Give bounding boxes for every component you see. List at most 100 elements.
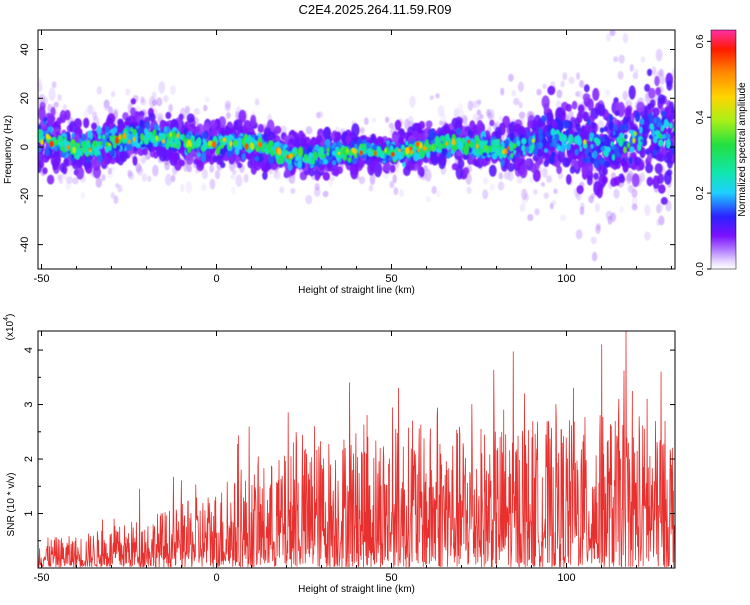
spectrogram-cell: [629, 120, 634, 127]
spectrogram-cell: [253, 159, 262, 171]
spectrogram-cell: [613, 188, 620, 199]
spectrogram-cell: [38, 129, 42, 136]
spectrogram-cell: [435, 93, 440, 99]
spectrogram-cell: [305, 126, 313, 135]
spectrogram-cell: [326, 146, 330, 153]
spectrogram-cell: [112, 126, 118, 134]
spectrogram-cell: [103, 99, 110, 111]
spectrogram-cell: [555, 100, 563, 110]
spectrogram-cell: [72, 177, 79, 185]
spectrogram-cell: [640, 56, 646, 63]
spectrogram-cell: [200, 151, 207, 163]
spectrogram-cell: [135, 163, 142, 173]
spectrogram-cell: [609, 30, 616, 37]
spectrogram-cell: [494, 150, 499, 155]
spectrogram-cell: [403, 165, 411, 177]
spectrogram-cell: [608, 114, 614, 122]
spectrogram-y-tick-label: 20: [19, 92, 31, 104]
spectrogram-cell: [224, 100, 231, 109]
spectrogram-cell: [49, 140, 54, 148]
spectrogram-cell: [565, 129, 570, 137]
spectrogram-cell: [639, 126, 643, 134]
spectrogram-y-label: Frequency (Hz): [3, 115, 14, 184]
spectrogram-layer-4: [40, 126, 675, 160]
spectrogram-cell: [97, 134, 102, 140]
spectrogram-cell: [125, 143, 133, 151]
spectrogram-cell: [530, 162, 537, 173]
spectrogram-cell: [560, 144, 565, 153]
spectrogram-cell: [671, 156, 675, 163]
spectrogram-cell: [644, 204, 651, 217]
spectrogram-cell: [512, 143, 517, 149]
spectrogram-cell: [626, 142, 631, 149]
spectrogram-cell: [38, 106, 46, 121]
spectrogram-cell: [567, 121, 573, 131]
spectrogram-cell: [367, 148, 372, 157]
spectrogram-cell: [231, 186, 236, 196]
spectrogram-cell: [466, 186, 472, 194]
spectrogram-cell: [345, 135, 352, 144]
spectrogram-cell: [40, 139, 44, 146]
spectrogram-cell: [623, 146, 627, 154]
spectrogram-cell: [323, 126, 332, 140]
spectrogram-cell: [543, 148, 549, 154]
spectrogram-cell: [515, 135, 520, 142]
spectrogram-cell: [540, 115, 547, 123]
spectrogram-cell: [503, 170, 511, 180]
spectrogram-cell: [463, 153, 469, 160]
spectrogram-cell: [653, 117, 657, 124]
spectrogram-cell: [270, 149, 274, 157]
colorbar-tick-label: 0.4: [695, 110, 706, 124]
spectrogram-cell: [314, 182, 320, 191]
spectrogram-cell: [626, 173, 633, 183]
spectrogram-cell: [139, 140, 144, 145]
spectrogram-cell: [46, 174, 55, 185]
spectrogram-cell: [549, 155, 555, 164]
spectrogram-cell: [580, 125, 587, 135]
spectrogram-cell: [257, 123, 264, 133]
spectrogram-cell: [613, 56, 619, 63]
spectrogram-cell: [286, 154, 290, 160]
spectrogram-cell: [250, 143, 255, 150]
spectrogram-cell: [482, 189, 489, 200]
spectrogram-cell: [196, 152, 201, 158]
spectrogram-cell: [601, 166, 608, 176]
spectrogram-cell: [595, 138, 601, 147]
spectrogram-cell: [611, 153, 616, 161]
spectrogram-cell: [265, 149, 270, 155]
spectrogram-cell: [638, 162, 645, 170]
spectrogram-cell: [478, 140, 484, 150]
spectrogram-cell: [152, 129, 157, 136]
spectrogram-cell: [108, 142, 111, 147]
spectrogram-cell: [350, 140, 356, 147]
spectrogram-cell: [598, 174, 607, 188]
spectrogram-cell: [552, 137, 557, 148]
spectrogram-cell: [467, 129, 472, 137]
spectrogram-cell: [392, 174, 397, 184]
spectrogram-cell: [193, 158, 199, 165]
spectrogram-cell: [322, 190, 329, 198]
spectrogram-cell: [649, 99, 656, 108]
spectrogram-cell: [212, 156, 218, 163]
spectrogram-cell: [402, 161, 406, 168]
spectrogram-cell: [585, 131, 590, 139]
spectrogram-cell: [418, 121, 425, 130]
spectrogram-cell: [260, 162, 269, 173]
spectrogram-cell: [551, 199, 557, 206]
spectrogram-cell: [202, 140, 208, 151]
spectrogram-cell: [597, 103, 606, 117]
spectrogram-cell: [88, 147, 92, 151]
spectrogram-cell: [588, 195, 594, 204]
spectrogram-cell: [618, 54, 625, 64]
spectrogram-cell: [104, 156, 111, 165]
spectrogram-cell: [415, 141, 420, 147]
spectrogram-panel: -50 0 50 100 -40 -20 0 20 40 Height of straight…: [3, 29, 676, 296]
spectrogram-cell: [156, 97, 163, 107]
spectrogram-cell: [631, 203, 638, 211]
spectrogram-cell: [425, 120, 433, 129]
spectrogram-cell: [644, 231, 651, 241]
spectrogram-cell: [165, 142, 170, 150]
spectrogram-cell: [599, 157, 605, 166]
spectrogram-cell: [631, 173, 640, 188]
spectrogram-cell: [562, 72, 568, 81]
